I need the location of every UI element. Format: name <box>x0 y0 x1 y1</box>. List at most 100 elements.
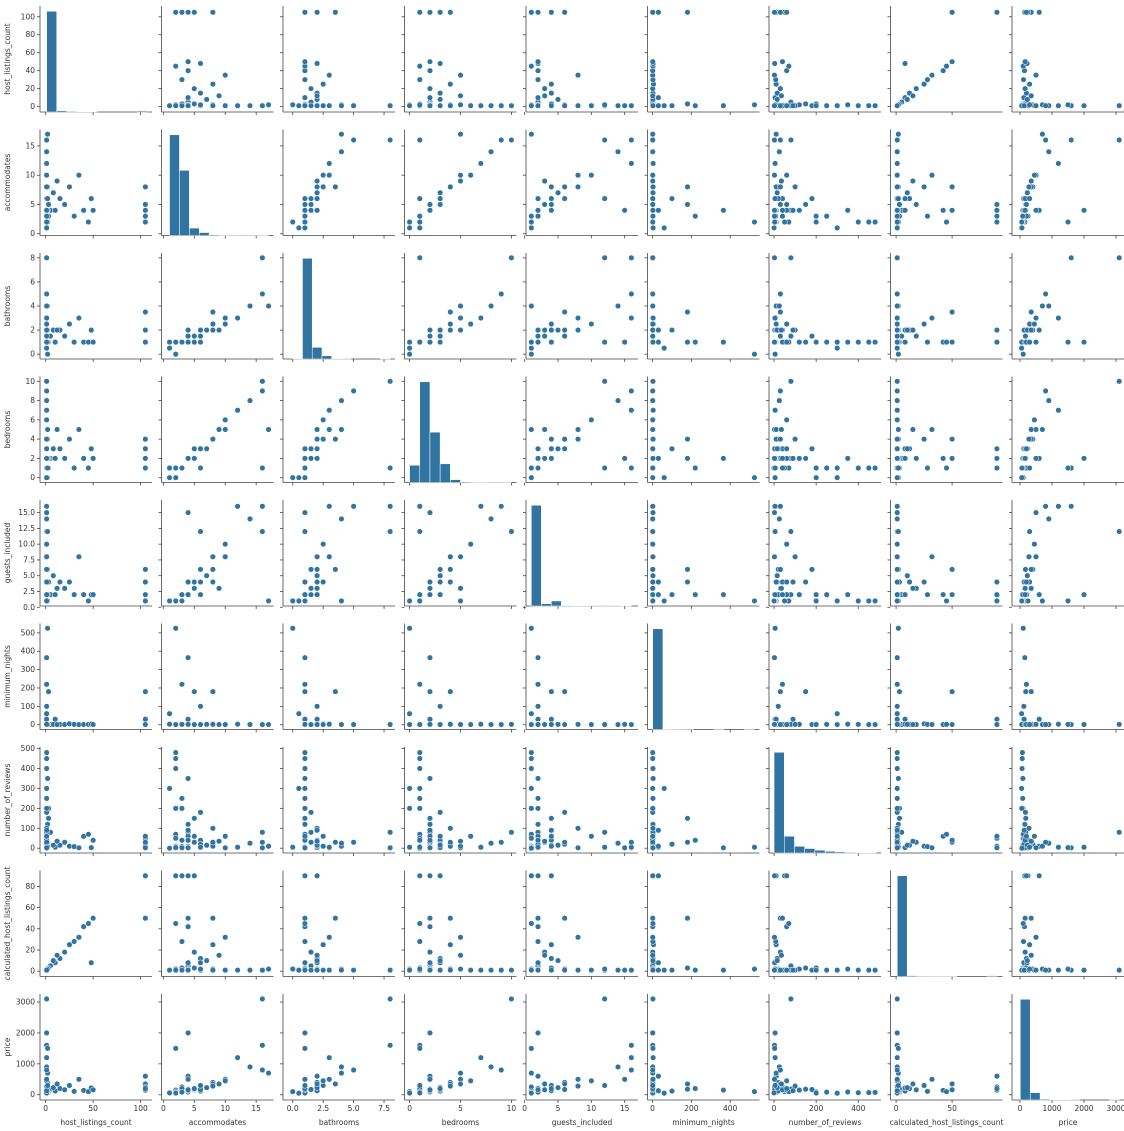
scatter-point <box>649 290 656 298</box>
scatter-point <box>43 1087 50 1094</box>
scatter-point <box>548 833 555 840</box>
scatter-point <box>528 339 535 346</box>
scatter-point <box>940 591 947 598</box>
scatter-point <box>650 407 657 414</box>
scatter-point <box>166 102 173 109</box>
y-tick-label: 6 <box>30 277 35 286</box>
scatter-point <box>234 1054 241 1061</box>
scatter-point <box>1045 302 1052 310</box>
scatter-point <box>772 1082 779 1089</box>
scatter-point <box>894 541 901 548</box>
scatter-point <box>1064 101 1072 108</box>
scatter-point <box>185 1029 192 1036</box>
scatter-point <box>1042 290 1049 298</box>
scatter-point <box>772 503 779 510</box>
scatter-point <box>387 528 394 535</box>
scatter-point <box>185 333 192 340</box>
scatter-point <box>295 474 302 481</box>
scatter-point <box>534 775 542 782</box>
scatter-point <box>902 60 909 67</box>
scatter-point <box>301 821 308 828</box>
scatter-point <box>338 840 345 847</box>
scatter-point <box>301 872 308 879</box>
scatter-point <box>54 838 61 845</box>
scatter-point <box>166 345 173 352</box>
scatter-point <box>332 915 339 922</box>
scatter-point <box>528 785 535 792</box>
scatter-point <box>314 566 321 573</box>
scatter-point <box>785 63 792 70</box>
scatter-point <box>1028 308 1035 316</box>
scatter-point <box>894 755 901 762</box>
scatter-point <box>259 254 266 261</box>
scatter-point <box>498 1066 505 1074</box>
scatter-point <box>43 710 50 717</box>
scatter-point <box>541 952 548 959</box>
scatter-point <box>508 254 515 261</box>
scatter-point <box>477 160 484 167</box>
scatter-point <box>197 60 204 67</box>
scatter-point <box>1023 872 1030 879</box>
scatter-point <box>561 915 568 922</box>
scatter-point <box>1036 9 1043 16</box>
scatter-point <box>426 201 434 208</box>
scatter-point <box>668 841 676 848</box>
scatter-point <box>921 321 928 328</box>
x-tick-label: 15 <box>620 1104 630 1113</box>
scatter-point <box>259 1042 266 1049</box>
y-tick-label: 0 <box>30 473 35 482</box>
y-tick-label: 100 <box>21 702 36 711</box>
scatter-point <box>949 58 956 65</box>
scatter-point <box>541 177 548 185</box>
scatter-point <box>350 721 357 728</box>
scatter-point <box>191 578 198 586</box>
scatter-point <box>259 503 266 510</box>
scatter-point <box>894 254 901 261</box>
scatter-point <box>777 333 784 340</box>
scatter-point <box>43 474 50 481</box>
scatter-point <box>426 207 434 214</box>
scatter-point <box>894 716 901 723</box>
scatter-point <box>1028 688 1035 695</box>
scatter-point <box>142 308 149 316</box>
scatter-point <box>437 842 444 849</box>
scatter-point <box>534 67 542 74</box>
scatter-point <box>649 967 656 974</box>
scatter-point <box>416 591 423 598</box>
scatter-point <box>301 815 308 822</box>
scatter-point <box>406 625 413 632</box>
scatter-point <box>548 967 555 974</box>
scatter-point <box>561 445 568 452</box>
scatter-point <box>265 843 272 850</box>
scatter-point <box>649 339 656 346</box>
scatter-point <box>548 102 555 109</box>
scatter-point <box>621 721 628 728</box>
scatter-point <box>1031 541 1038 548</box>
scatter-point <box>301 58 308 65</box>
scatter-point <box>307 949 315 956</box>
scatter-point <box>601 464 608 472</box>
scatter-point <box>779 681 786 688</box>
scatter-point <box>813 339 820 346</box>
scatter-point <box>43 455 50 462</box>
scatter-point <box>684 339 691 346</box>
scatter-point <box>865 967 872 974</box>
scatter-point <box>52 455 59 462</box>
scatter-point <box>895 528 902 535</box>
scatter-point <box>178 681 185 688</box>
scatter-point <box>895 1082 902 1089</box>
scatter-point <box>437 1085 444 1092</box>
scatter-point <box>813 218 820 226</box>
scatter-point <box>1018 710 1025 717</box>
y-tick-label: 300 <box>21 784 36 793</box>
scatter-point <box>416 805 423 812</box>
scatter-point <box>338 397 345 404</box>
scatter-point <box>789 967 797 974</box>
scatter-point <box>43 378 50 385</box>
scatter-point <box>301 94 308 101</box>
scatter-point <box>142 339 149 346</box>
scatter-point <box>45 688 52 695</box>
scatter-point <box>43 445 50 452</box>
scatter-point <box>528 625 535 632</box>
scatter-point <box>894 339 901 346</box>
